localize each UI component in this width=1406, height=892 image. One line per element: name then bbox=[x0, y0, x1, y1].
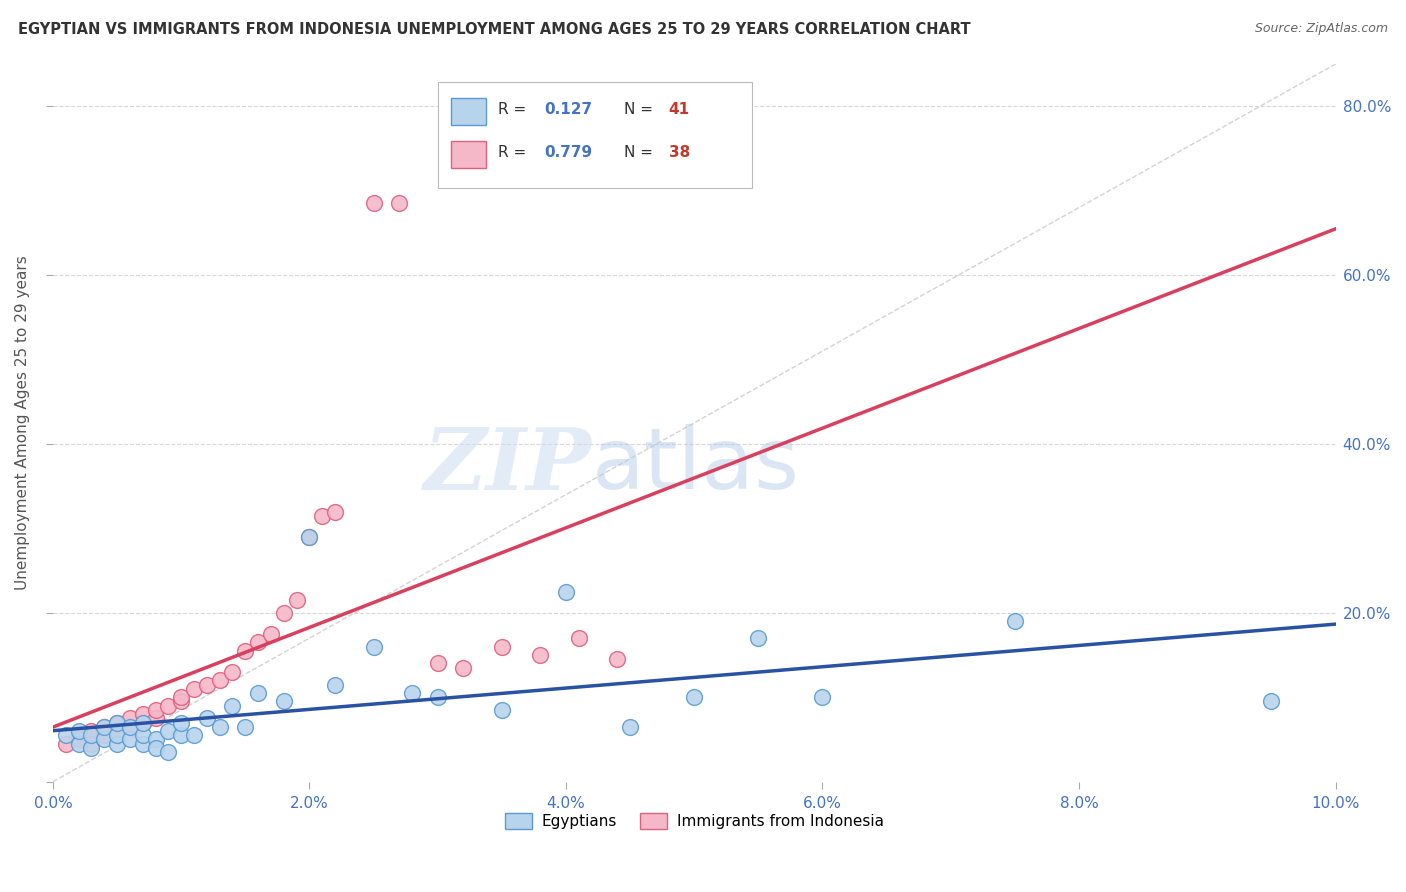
Point bbox=[529, 648, 551, 662]
Text: 0.779: 0.779 bbox=[544, 145, 592, 160]
FancyBboxPatch shape bbox=[450, 141, 486, 168]
Point bbox=[80, 737, 103, 751]
Point bbox=[170, 690, 193, 705]
Point bbox=[93, 732, 115, 747]
Point bbox=[388, 196, 411, 211]
Point bbox=[55, 737, 77, 751]
Point bbox=[145, 732, 167, 747]
Point bbox=[80, 724, 103, 739]
Point bbox=[363, 640, 385, 654]
Text: 41: 41 bbox=[669, 102, 690, 117]
Point bbox=[183, 728, 205, 742]
Point bbox=[80, 740, 103, 755]
Point bbox=[93, 720, 115, 734]
Point bbox=[1004, 614, 1026, 628]
Point bbox=[131, 715, 153, 730]
Point bbox=[157, 698, 180, 713]
FancyBboxPatch shape bbox=[437, 82, 752, 188]
Point bbox=[131, 707, 153, 722]
Point bbox=[195, 677, 218, 691]
Legend: Egyptians, Immigrants from Indonesia: Egyptians, Immigrants from Indonesia bbox=[499, 806, 890, 835]
Point bbox=[453, 661, 475, 675]
Point bbox=[285, 593, 308, 607]
Point bbox=[363, 196, 385, 211]
Point bbox=[118, 720, 141, 734]
Point bbox=[170, 694, 193, 708]
Point bbox=[67, 724, 90, 739]
Point bbox=[221, 698, 243, 713]
Point bbox=[1260, 694, 1282, 708]
Point bbox=[208, 720, 231, 734]
Point bbox=[273, 694, 295, 708]
Point bbox=[555, 584, 578, 599]
Text: N =: N = bbox=[624, 102, 658, 117]
Point bbox=[118, 720, 141, 734]
Point bbox=[233, 644, 256, 658]
Point bbox=[606, 652, 628, 666]
Point bbox=[118, 732, 141, 747]
Point bbox=[323, 677, 346, 691]
Point bbox=[145, 703, 167, 717]
Text: 0.127: 0.127 bbox=[544, 102, 592, 117]
Point bbox=[170, 715, 193, 730]
Point bbox=[93, 728, 115, 742]
FancyBboxPatch shape bbox=[450, 98, 486, 125]
Point bbox=[208, 673, 231, 688]
Point bbox=[683, 690, 706, 705]
Point bbox=[426, 690, 449, 705]
Point bbox=[145, 740, 167, 755]
Point bbox=[105, 715, 128, 730]
Point bbox=[170, 728, 193, 742]
Point bbox=[131, 715, 153, 730]
Text: R =: R = bbox=[498, 102, 531, 117]
Point bbox=[323, 504, 346, 518]
Point bbox=[247, 686, 270, 700]
Point bbox=[298, 530, 321, 544]
Point bbox=[298, 530, 321, 544]
Point bbox=[221, 665, 243, 679]
Point bbox=[157, 745, 180, 759]
Point bbox=[157, 724, 180, 739]
Point bbox=[426, 657, 449, 671]
Point bbox=[131, 728, 153, 742]
Point bbox=[273, 606, 295, 620]
Text: R =: R = bbox=[498, 145, 531, 160]
Point bbox=[67, 732, 90, 747]
Point bbox=[401, 686, 423, 700]
Point bbox=[145, 711, 167, 725]
Point bbox=[105, 728, 128, 742]
Point bbox=[80, 728, 103, 742]
Point bbox=[55, 728, 77, 742]
Point bbox=[311, 508, 333, 523]
Point bbox=[67, 728, 90, 742]
Text: Source: ZipAtlas.com: Source: ZipAtlas.com bbox=[1254, 22, 1388, 36]
Text: ZIP: ZIP bbox=[423, 425, 592, 508]
Point bbox=[105, 715, 128, 730]
Point bbox=[747, 631, 769, 645]
Point bbox=[260, 627, 283, 641]
Point bbox=[105, 737, 128, 751]
Point bbox=[105, 724, 128, 739]
Point bbox=[183, 681, 205, 696]
Point bbox=[195, 711, 218, 725]
Point bbox=[93, 720, 115, 734]
Point bbox=[247, 635, 270, 649]
Point bbox=[67, 737, 90, 751]
Point bbox=[491, 640, 513, 654]
Point bbox=[568, 631, 591, 645]
Point bbox=[118, 711, 141, 725]
Point bbox=[233, 720, 256, 734]
Point bbox=[811, 690, 834, 705]
Text: 38: 38 bbox=[669, 145, 690, 160]
Point bbox=[491, 703, 513, 717]
Text: N =: N = bbox=[624, 145, 658, 160]
Y-axis label: Unemployment Among Ages 25 to 29 years: Unemployment Among Ages 25 to 29 years bbox=[15, 255, 30, 591]
Text: atlas: atlas bbox=[592, 425, 800, 508]
Text: EGYPTIAN VS IMMIGRANTS FROM INDONESIA UNEMPLOYMENT AMONG AGES 25 TO 29 YEARS COR: EGYPTIAN VS IMMIGRANTS FROM INDONESIA UN… bbox=[18, 22, 972, 37]
Point bbox=[131, 737, 153, 751]
Point bbox=[619, 720, 641, 734]
